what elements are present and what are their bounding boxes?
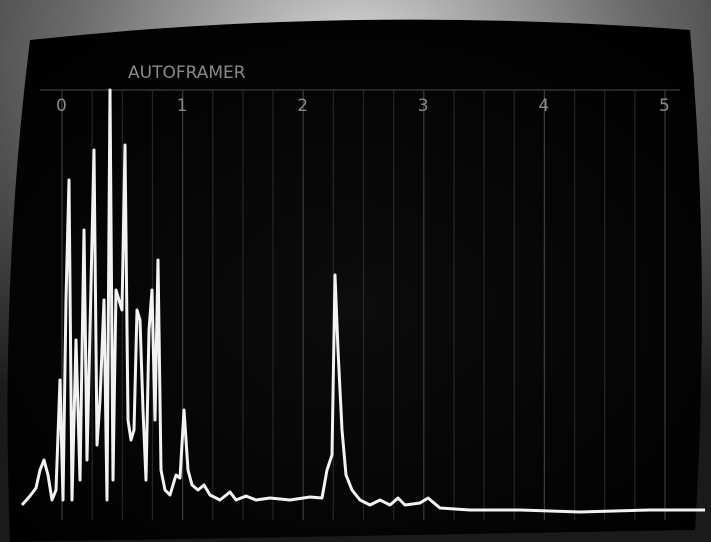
crt-photo: AUTOFRAMER 0 1 2 3 4 5 (0, 0, 711, 542)
scale-label: 3 (418, 96, 429, 116)
page: AUTOFRAMER 012345 (() => { const data = … (0, 0, 711, 542)
scale-label: 0 (56, 96, 67, 116)
scale-label: 4 (538, 96, 549, 116)
scale-label: 2 (297, 96, 308, 116)
scale-label: 5 (659, 96, 670, 116)
screen-title: AUTOFRAMER (128, 63, 246, 83)
scale-label: 1 (177, 96, 188, 116)
